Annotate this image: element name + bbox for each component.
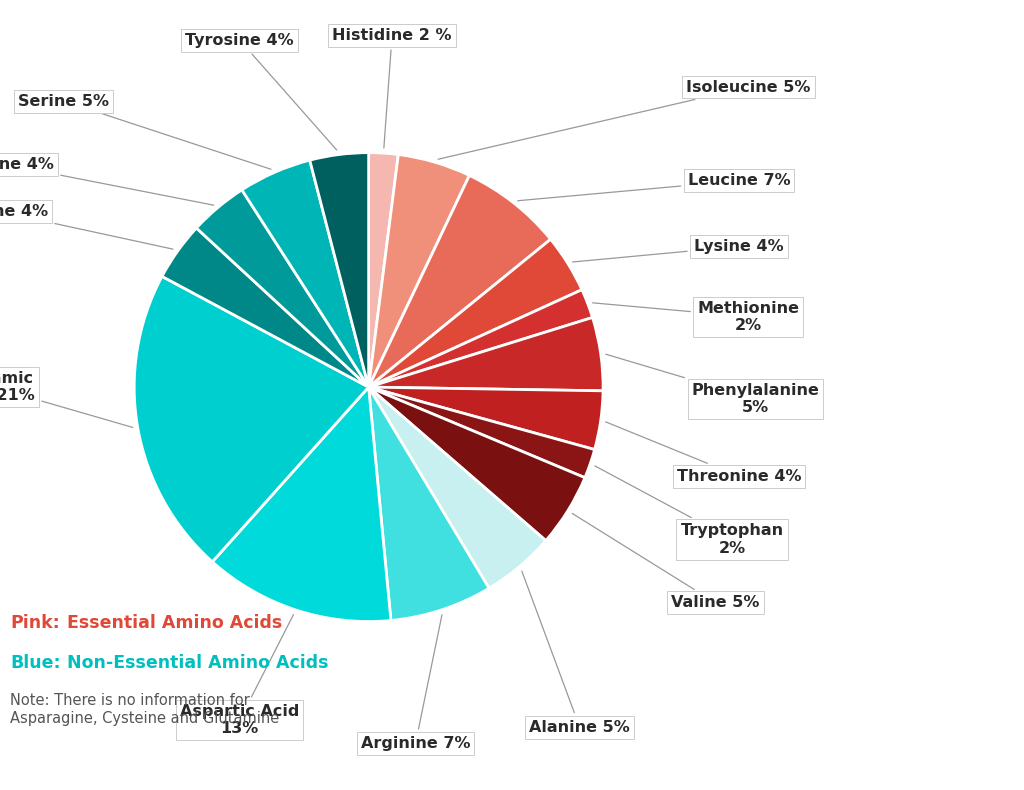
Text: Valine 5%: Valine 5% <box>572 514 760 611</box>
Text: Phenylalanine
5%: Phenylalanine 5% <box>605 354 819 415</box>
Wedge shape <box>162 228 369 387</box>
Text: Glutamic
Acid 21%: Glutamic Acid 21% <box>0 371 133 427</box>
Text: Proline 4%: Proline 4% <box>0 157 214 205</box>
Text: Arginine 7%: Arginine 7% <box>360 615 470 751</box>
Wedge shape <box>212 387 391 622</box>
Text: Methionine
2%: Methionine 2% <box>593 300 800 333</box>
Text: Note: There is no information for
Asparagine, Cysteine and Glutamine: Note: There is no information for Aspara… <box>10 694 280 726</box>
Wedge shape <box>369 387 595 478</box>
Wedge shape <box>134 276 369 562</box>
Wedge shape <box>369 318 603 391</box>
Text: Serine 5%: Serine 5% <box>18 93 271 169</box>
Wedge shape <box>369 239 582 387</box>
Text: Glycine 4%: Glycine 4% <box>0 204 173 249</box>
Text: Aspartic Acid
13%: Aspartic Acid 13% <box>180 615 299 736</box>
Text: Essential Amino Acids: Essential Amino Acids <box>67 614 282 632</box>
Text: Tryptophan
2%: Tryptophan 2% <box>595 466 783 555</box>
Wedge shape <box>369 387 603 450</box>
Text: Threonine 4%: Threonine 4% <box>605 422 802 483</box>
Text: Pink:: Pink: <box>10 614 60 632</box>
Wedge shape <box>369 155 469 387</box>
Text: Lysine 4%: Lysine 4% <box>572 239 784 262</box>
Text: Leucine 7%: Leucine 7% <box>518 173 791 201</box>
Wedge shape <box>309 152 369 387</box>
Text: Histidine 2 %: Histidine 2 % <box>333 28 452 148</box>
Wedge shape <box>369 387 489 620</box>
Text: Non-Essential Amino Acids: Non-Essential Amino Acids <box>67 653 328 672</box>
Wedge shape <box>369 175 551 387</box>
Wedge shape <box>369 152 398 387</box>
Text: Blue:: Blue: <box>10 653 60 672</box>
Wedge shape <box>242 160 369 387</box>
Wedge shape <box>369 387 546 589</box>
Text: Isoleucine 5%: Isoleucine 5% <box>438 80 811 160</box>
Wedge shape <box>197 190 369 387</box>
Wedge shape <box>369 387 585 540</box>
Text: Tyrosine 4%: Tyrosine 4% <box>185 32 337 150</box>
Wedge shape <box>369 290 593 387</box>
Text: Alanine 5%: Alanine 5% <box>522 571 630 735</box>
